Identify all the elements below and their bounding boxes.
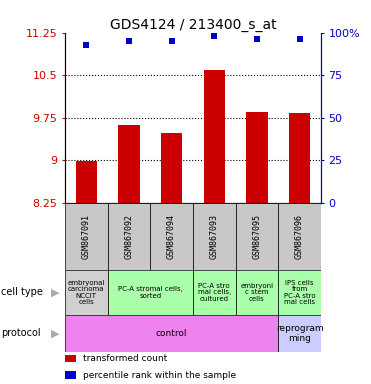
- Text: cell type: cell type: [1, 288, 43, 298]
- Bar: [193, 270, 236, 315]
- Point: [211, 33, 217, 39]
- Bar: [108, 203, 150, 270]
- Bar: [193, 203, 236, 270]
- Bar: [246, 112, 267, 203]
- Bar: [76, 161, 97, 203]
- Text: control: control: [156, 329, 187, 338]
- Bar: [289, 113, 310, 203]
- Bar: [65, 355, 76, 362]
- Bar: [108, 270, 193, 315]
- Bar: [65, 270, 108, 315]
- Text: GSM867096: GSM867096: [295, 214, 304, 259]
- Point: [126, 38, 132, 44]
- Text: GSM867095: GSM867095: [252, 214, 262, 259]
- Bar: [118, 125, 139, 203]
- Text: GSM867091: GSM867091: [82, 214, 91, 259]
- Text: embryonal
carcinoma
NCCIT
cells: embryonal carcinoma NCCIT cells: [68, 280, 105, 305]
- Point: [254, 36, 260, 43]
- Text: embryoni
c stem
cells: embryoni c stem cells: [240, 283, 273, 302]
- Point: [297, 36, 303, 43]
- Text: iPS cells
from
PC-A stro
mal cells: iPS cells from PC-A stro mal cells: [284, 280, 315, 305]
- Bar: [236, 270, 278, 315]
- Text: GSM867092: GSM867092: [124, 214, 134, 259]
- Bar: [161, 133, 182, 203]
- Bar: [65, 203, 108, 270]
- Bar: [204, 70, 225, 203]
- Text: cell type: cell type: [0, 383, 1, 384]
- Text: percentile rank within the sample: percentile rank within the sample: [83, 371, 236, 380]
- Text: reprogram
ming: reprogram ming: [276, 324, 324, 343]
- Point: [168, 38, 174, 44]
- Bar: [278, 315, 321, 352]
- Bar: [65, 371, 76, 379]
- Text: ▶: ▶: [0, 383, 1, 384]
- Text: protocol: protocol: [1, 328, 41, 338]
- Text: ▶: ▶: [0, 383, 1, 384]
- Text: GSM867094: GSM867094: [167, 214, 176, 259]
- Text: GSM867093: GSM867093: [210, 214, 219, 259]
- Text: PC-A stro
mal cells,
cultured: PC-A stro mal cells, cultured: [198, 283, 231, 302]
- Text: ▶: ▶: [51, 328, 59, 338]
- Bar: [65, 315, 278, 352]
- Text: PC-A stromal cells,
sorted: PC-A stromal cells, sorted: [118, 286, 183, 299]
- Text: ▶: ▶: [51, 288, 59, 298]
- Bar: [236, 203, 278, 270]
- Text: protocol: protocol: [0, 383, 1, 384]
- Point: [83, 41, 89, 48]
- Bar: [278, 270, 321, 315]
- Title: GDS4124 / 213400_s_at: GDS4124 / 213400_s_at: [109, 18, 276, 31]
- Text: transformed count: transformed count: [83, 354, 167, 363]
- Bar: [150, 203, 193, 270]
- Bar: [278, 203, 321, 270]
